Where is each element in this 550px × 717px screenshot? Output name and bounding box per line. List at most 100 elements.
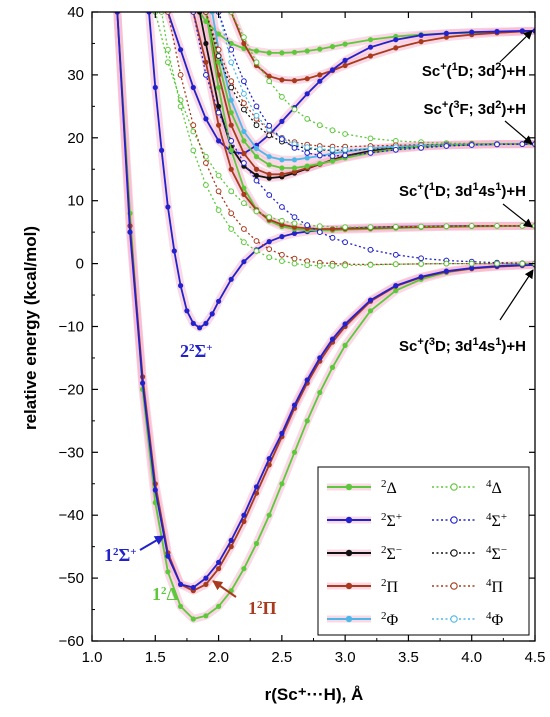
series-2-point-15 <box>304 377 310 383</box>
series-line-18 <box>154 12 535 228</box>
series-3-point-10 <box>209 311 215 317</box>
series-21-point-7 <box>241 239 247 246</box>
series-2-point-4 <box>165 553 171 559</box>
series-18-point-15 <box>367 224 374 231</box>
series-16-point-8 <box>316 146 323 153</box>
series-13-point-6 <box>304 116 311 122</box>
series-2-point-7 <box>203 575 209 581</box>
series-8-point-2 <box>228 122 234 128</box>
series-3-point-5 <box>178 283 184 289</box>
series-20-point-5 <box>228 210 235 217</box>
series-5-point-5 <box>291 78 298 84</box>
state-label-2: 12Δ <box>152 584 178 604</box>
asymptote-arrow-1 <box>504 120 533 145</box>
series-18-point-8 <box>253 208 260 215</box>
series-10-point-5 <box>266 162 272 168</box>
series-18-point-18 <box>443 223 450 230</box>
series-3-point-1 <box>152 84 158 91</box>
series-14-point-2 <box>228 84 235 91</box>
series-6-point-2 <box>190 84 196 91</box>
series-13-point-9 <box>342 131 349 137</box>
series-2-point-20 <box>393 283 399 289</box>
series-5-point-1 <box>241 40 247 47</box>
series-4 <box>197 12 535 56</box>
series-6-point-17 <box>418 32 424 38</box>
series-21-point-8 <box>253 248 260 254</box>
series-line-5 <box>230 12 535 82</box>
series-17-point-8 <box>316 152 323 159</box>
series-4-point-2 <box>216 31 222 37</box>
series-6-point-20 <box>494 28 500 35</box>
legend-marker-0 <box>345 483 353 491</box>
x-axis-title: r(Sc⁺···H), Å <box>265 685 364 704</box>
series-11-point-3 <box>241 185 247 191</box>
series-4-point-6 <box>266 50 272 56</box>
series-21-point-14 <box>329 262 336 269</box>
series-19-point-5 <box>253 177 260 184</box>
state-label-0: 22Σ+ <box>180 341 213 361</box>
series-0-point-8 <box>216 603 222 610</box>
series-7-point-6 <box>266 175 272 181</box>
series-3-point-7 <box>190 320 196 326</box>
series-19-point-1 <box>203 72 209 78</box>
series-16-point-3 <box>253 112 260 119</box>
series-0-point-14 <box>291 449 298 455</box>
series-21-point-20 <box>468 260 475 267</box>
series-3-point-6 <box>184 308 190 314</box>
series-12-point-11 <box>329 226 336 232</box>
series-19-point-2 <box>215 109 222 116</box>
legend-marker-4 <box>345 549 353 557</box>
series-line-21 <box>160 12 535 267</box>
series-21-point-4 <box>203 182 209 188</box>
series-5-point-12 <box>418 39 424 45</box>
legend-entry-1: 4Δ <box>432 478 502 497</box>
series-5-point-3 <box>266 73 272 79</box>
asymptote-arrow-2 <box>502 203 533 228</box>
state-arrow-1 <box>139 535 165 551</box>
series-18 <box>152 12 535 231</box>
series-21-point-21 <box>494 260 500 267</box>
legend-entry-3: 4Σ+ <box>432 511 507 530</box>
series-16-point-1 <box>228 59 235 66</box>
series-4-point-5 <box>253 48 260 54</box>
series-21-point-15 <box>342 262 349 269</box>
series-14-point-3 <box>241 106 247 113</box>
series-21-point-11 <box>291 260 298 267</box>
series-20-point-7 <box>253 238 260 244</box>
y-tick-label-1: −50 <box>59 570 84 587</box>
x-tick-label-1: 1.5 <box>145 649 166 666</box>
series-0-point-5 <box>178 603 184 610</box>
x-tick-label-3: 2.5 <box>271 649 292 666</box>
series-10-point-4 <box>253 154 260 160</box>
series-10-point-9 <box>317 161 323 167</box>
series-21-point-16 <box>367 262 374 268</box>
series-20-point-4 <box>215 188 222 195</box>
series-6-point-11 <box>304 91 310 97</box>
legend-label-0: 2Δ <box>381 478 397 497</box>
series-0-point-7 <box>203 613 209 619</box>
legend: 2Δ 4Δ 2Σ+ 4Σ+ 2Σ− 4Σ− 2Π 4Π 2Φ 4Φ <box>317 466 530 636</box>
series-0-point-11 <box>253 540 260 547</box>
series-19-point-15 <box>418 255 425 262</box>
series-17-point-12 <box>392 146 399 153</box>
series-3-point-15 <box>266 239 272 245</box>
series-5-point-4 <box>279 77 285 83</box>
series-4-point-12 <box>342 41 348 47</box>
series-5-point-9 <box>342 62 348 69</box>
series-2-point-10 <box>241 512 247 518</box>
series-10-point-6 <box>279 165 285 171</box>
state-arrow-3 <box>212 580 237 598</box>
series-6-point-9 <box>279 118 285 124</box>
series-2-point-22 <box>443 268 449 274</box>
series-0-point-17 <box>329 364 336 370</box>
series-3-point-8 <box>197 325 203 331</box>
series-2-point-11 <box>253 484 260 490</box>
series-6-point-19 <box>469 29 475 35</box>
series-21-point-18 <box>418 261 425 267</box>
state-labels: 22Σ+ 12Σ+ 12Δ 12Π <box>104 341 277 618</box>
legend-entry-0: 2Δ <box>327 478 397 497</box>
legend-label-8: 2Φ <box>381 610 399 629</box>
series-4-point-3 <box>228 40 234 47</box>
series-0-point-10 <box>241 566 247 572</box>
series-10-point-2 <box>228 110 234 116</box>
